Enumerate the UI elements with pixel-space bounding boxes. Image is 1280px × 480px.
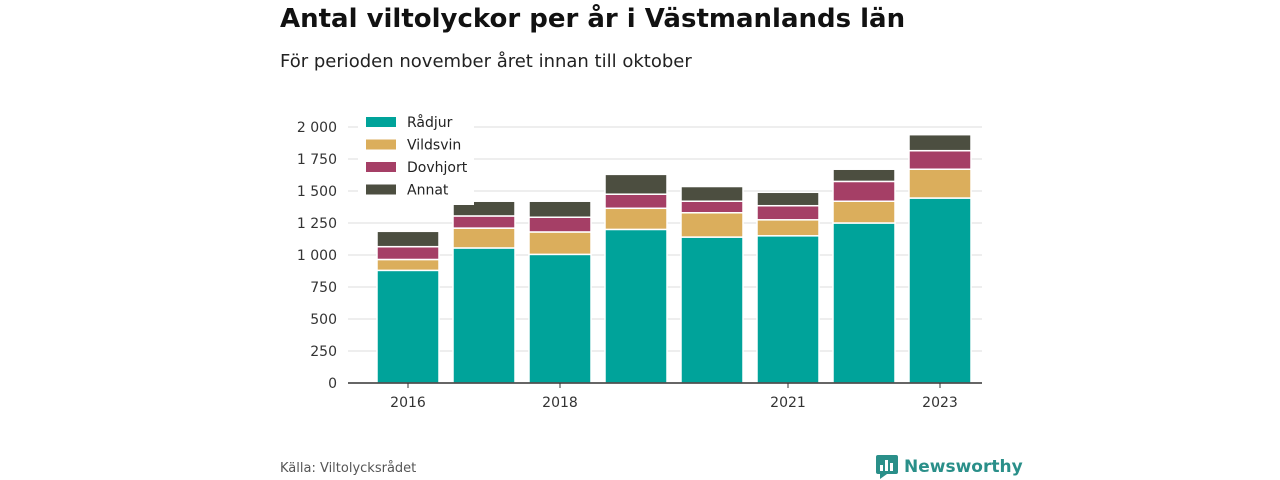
- bar-segment: [832, 200, 896, 224]
- brand-name: Newsworthy: [904, 457, 1023, 477]
- bar-segment: [376, 245, 440, 261]
- bar-segment: [680, 236, 744, 384]
- legend-swatch: [366, 117, 396, 127]
- x-tick-label: 2016: [390, 395, 426, 411]
- brand-logo: Newsworthy: [876, 455, 1023, 479]
- y-tick-label: 1 500: [297, 184, 337, 200]
- chart-subtitle: För perioden november året innan till ok…: [280, 51, 692, 72]
- y-tick-label: 0: [328, 376, 337, 392]
- y-tick-label: 250: [310, 344, 337, 360]
- legend-label: Vildsvin: [407, 138, 461, 154]
- stacked-bar-chart: 0 250 500 750 1 000 1 250 1 500 1 750 2 000 2016 2…: [296, 111, 982, 411]
- bar-segment: [452, 227, 516, 249]
- bar-segment: [908, 133, 972, 152]
- bar-segment: [680, 200, 744, 214]
- legend-swatch: [366, 184, 396, 195]
- legend: Rådjur Vildsvin Dovhjort Annat: [358, 111, 474, 205]
- bar-segment: [528, 216, 592, 233]
- bar-segment: [908, 149, 972, 170]
- y-tick-label: 1 250: [297, 216, 337, 232]
- x-tick-label: 2018: [542, 395, 578, 411]
- bar-segment: [604, 228, 668, 384]
- newsworthy-logo-icon: [876, 455, 898, 479]
- bar-segment: [832, 222, 896, 384]
- bar-segment: [452, 247, 516, 384]
- bar-segment: [528, 200, 592, 218]
- bar-segment: [376, 230, 440, 248]
- bar-segment: [680, 212, 744, 238]
- bar-segment: [756, 191, 820, 207]
- bar-segment: [452, 215, 516, 229]
- bar-segment: [756, 204, 820, 221]
- bars: [376, 133, 972, 384]
- source-note: Källa: Viltolycksrådet: [280, 461, 417, 476]
- chart-title: Antal viltolyckor per år i Västmanlands …: [280, 4, 906, 34]
- legend-swatch: [366, 139, 396, 150]
- axes: 0 250 500 750 1 000 1 250 1 500 1 750 2 000 2016 2…: [297, 120, 982, 411]
- bar-segment: [376, 269, 440, 384]
- bar-segment: [680, 185, 744, 202]
- y-tick-label: 750: [310, 280, 337, 296]
- x-tick-label: 2023: [922, 395, 958, 411]
- bar-segment: [832, 180, 896, 202]
- bar-segment: [756, 219, 820, 237]
- y-tick-label: 2 000: [297, 120, 337, 136]
- x-tick-label: 2021: [770, 395, 806, 411]
- bar-segment: [528, 253, 592, 384]
- bar-segment: [604, 207, 668, 231]
- bar-segment: [604, 173, 668, 195]
- legend-label: Dovhjort: [407, 160, 468, 176]
- bar-segment: [376, 258, 440, 272]
- legend-swatch: [366, 162, 396, 172]
- bar-segment: [528, 231, 592, 256]
- bar-segment: [832, 168, 896, 183]
- bar-segment: [604, 193, 668, 210]
- y-tick-label: 1 750: [297, 152, 337, 168]
- bar-segment: [756, 235, 820, 384]
- bar-segment: [908, 197, 972, 384]
- y-tick-label: 1 000: [297, 248, 337, 264]
- bar-segment: [908, 168, 972, 199]
- legend-label: Annat: [407, 183, 449, 199]
- legend-label: Rådjur: [407, 114, 453, 131]
- y-tick-label: 500: [310, 312, 337, 328]
